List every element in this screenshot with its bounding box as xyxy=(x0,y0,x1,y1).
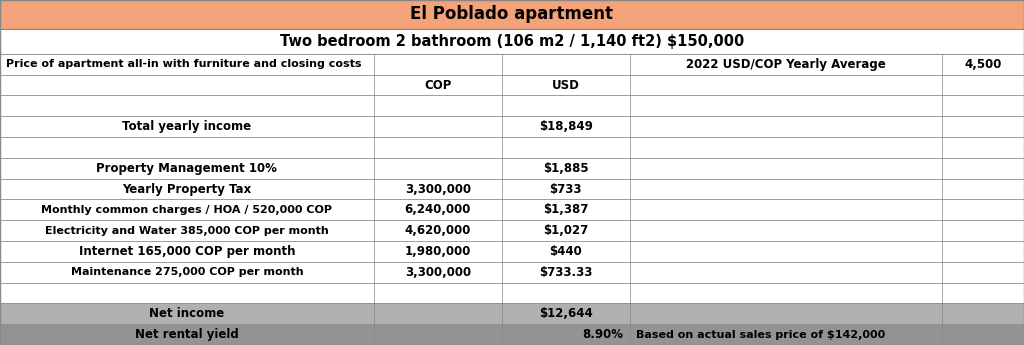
Text: 2022 USD/COP Yearly Average: 2022 USD/COP Yearly Average xyxy=(686,58,886,71)
Text: $1,027: $1,027 xyxy=(543,224,589,237)
Bar xyxy=(0,0,1024,29)
Text: USD: USD xyxy=(552,79,580,91)
Text: 4,620,000: 4,620,000 xyxy=(404,224,471,237)
Text: Total yearly income: Total yearly income xyxy=(122,120,252,133)
Text: $1,885: $1,885 xyxy=(543,162,589,175)
Text: Property Management 10%: Property Management 10% xyxy=(96,162,278,175)
Text: $18,849: $18,849 xyxy=(539,120,593,133)
Bar xyxy=(0,75,1024,96)
Text: $733.33: $733.33 xyxy=(539,266,593,279)
Bar xyxy=(0,54,1024,75)
Text: Maintenance 275,000 COP per month: Maintenance 275,000 COP per month xyxy=(71,267,303,277)
Text: Based on actual sales price of $142,000: Based on actual sales price of $142,000 xyxy=(636,329,885,339)
Text: Monthly common charges / HOA / 520,000 COP: Monthly common charges / HOA / 520,000 C… xyxy=(41,205,333,215)
Bar xyxy=(0,29,1024,54)
Text: $733: $733 xyxy=(550,183,582,196)
Bar xyxy=(0,158,1024,179)
Bar xyxy=(0,303,1024,324)
Bar xyxy=(0,116,1024,137)
Text: 4,500: 4,500 xyxy=(965,58,1001,71)
Bar xyxy=(0,262,1024,283)
Text: 3,300,000: 3,300,000 xyxy=(404,183,471,196)
Bar xyxy=(0,324,1024,345)
Text: Price of apartment all-in with furniture and closing costs: Price of apartment all-in with furniture… xyxy=(6,59,361,69)
Text: 3,300,000: 3,300,000 xyxy=(404,266,471,279)
Text: Net rental yield: Net rental yield xyxy=(135,328,239,341)
Text: El Poblado apartment: El Poblado apartment xyxy=(411,5,613,23)
Bar xyxy=(0,179,1024,199)
Text: 6,240,000: 6,240,000 xyxy=(404,203,471,216)
Text: $12,644: $12,644 xyxy=(539,307,593,320)
Bar xyxy=(0,241,1024,262)
Text: Electricity and Water 385,000 COP per month: Electricity and Water 385,000 COP per mo… xyxy=(45,226,329,236)
Bar xyxy=(0,199,1024,220)
Text: $440: $440 xyxy=(550,245,582,258)
Text: 8.90%: 8.90% xyxy=(583,328,624,341)
Text: Two bedroom 2 bathroom (106 m2 / 1,140 ft2) $150,000: Two bedroom 2 bathroom (106 m2 / 1,140 f… xyxy=(280,34,744,49)
Text: Net income: Net income xyxy=(150,307,224,320)
Text: $1,387: $1,387 xyxy=(543,203,589,216)
Text: Yearly Property Tax: Yearly Property Tax xyxy=(122,183,252,196)
Text: Internet 165,000 COP per month: Internet 165,000 COP per month xyxy=(79,245,295,258)
Text: COP: COP xyxy=(424,79,452,91)
Bar xyxy=(0,283,1024,303)
Text: 1,980,000: 1,980,000 xyxy=(404,245,471,258)
Bar xyxy=(0,96,1024,116)
Bar xyxy=(0,220,1024,241)
Bar xyxy=(0,137,1024,158)
